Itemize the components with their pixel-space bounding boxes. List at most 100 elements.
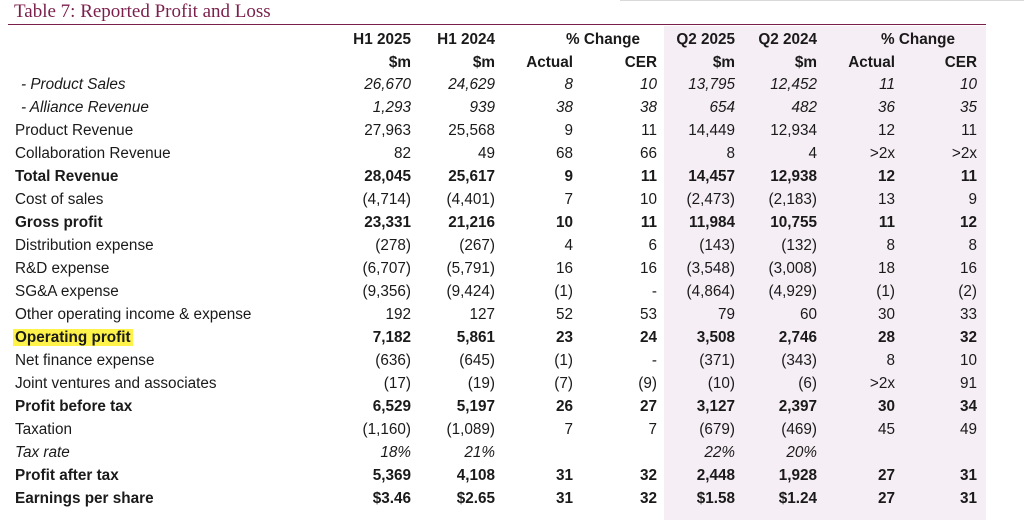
table-row: Distribution expense (278) (267) 4 6 (14… xyxy=(8,234,986,257)
header-h1-2025: H1 2025 xyxy=(353,31,411,48)
cell-q2-cer: 49 xyxy=(959,421,977,438)
cell-q2-2024: (3,008) xyxy=(768,260,817,277)
cell-h1-actual: (7) xyxy=(554,375,573,392)
row-label: Distribution expense xyxy=(15,237,154,254)
cell-h1-actual: 9 xyxy=(564,122,573,139)
cell-q2-2024: 1,928 xyxy=(778,467,817,484)
cell-h1-2024: 939 xyxy=(469,99,495,116)
row-label: Earnings per share xyxy=(15,490,154,507)
cell-h1-2024: 5,197 xyxy=(456,398,495,415)
cell-q2-2024: $1.24 xyxy=(778,490,817,507)
cell-q2-actual: (1) xyxy=(876,283,895,300)
row-label: Profit before tax xyxy=(15,398,133,415)
cell-q2-cer: 11 xyxy=(960,168,977,185)
cell-q2-actual: 13 xyxy=(877,191,895,208)
cell-q2-actual xyxy=(833,441,895,464)
cell-q2-actual: 36 xyxy=(877,99,895,116)
cell-q2-2024: (4,929) xyxy=(768,283,817,300)
cell-q2-2024: 482 xyxy=(791,99,817,116)
cell-h1-actual: 4 xyxy=(564,237,573,254)
cell-q2-actual: 30 xyxy=(877,398,895,415)
cell-h1-cer: 11 xyxy=(641,122,657,139)
cell-h1-2024: 24,629 xyxy=(448,76,495,93)
row-label: Profit after tax xyxy=(15,467,119,484)
cell-h1-2025: 82 xyxy=(393,145,411,162)
cell-h1-cer: 6 xyxy=(648,237,657,254)
table-row: - Product Sales 26,670 24,629 8 10 13,79… xyxy=(8,73,986,96)
cell-h1-cer: 27 xyxy=(639,398,657,415)
cell-h1-actual: 9 xyxy=(564,168,573,185)
row-label: Joint ventures and associates xyxy=(15,375,217,392)
cell-h1-actual: 31 xyxy=(555,467,573,484)
header-unit-q2-2024: $m xyxy=(794,54,817,71)
cell-q2-2025: 22% xyxy=(704,444,735,461)
table-row: Cost of sales (4,714) (4,401) 7 10 (2,47… xyxy=(8,188,986,211)
cell-h1-2025: (1,160) xyxy=(362,421,411,438)
cell-h1-cer: 53 xyxy=(639,306,657,323)
cell-q2-2025: 14,457 xyxy=(688,168,735,185)
cell-q2-2024: 10,755 xyxy=(770,214,817,231)
cell-q2-actual: 11 xyxy=(878,214,895,231)
cell-h1-2024: (4,401) xyxy=(446,191,495,208)
cell-q2-2025: 14,449 xyxy=(688,122,735,139)
cell-h1-cer: 11 xyxy=(640,214,657,231)
cell-q2-2025: 3,127 xyxy=(696,398,735,415)
cell-h1-actual: 31 xyxy=(555,490,573,507)
cell-q2-2025: $1.58 xyxy=(696,490,735,507)
cell-q2-actual: >2x xyxy=(869,145,895,162)
row-label-highlighted: Operating profit xyxy=(13,326,133,349)
cell-q2-cer: 11 xyxy=(961,122,977,139)
row-label: Total Revenue xyxy=(15,168,119,185)
cell-q2-2025: 13,795 xyxy=(688,76,735,93)
cell-q2-cer: 12 xyxy=(959,214,977,231)
cell-h1-2025: 26,670 xyxy=(364,76,411,93)
cell-q2-2025: 2,448 xyxy=(696,467,735,484)
cell-h1-actual xyxy=(513,441,573,464)
cell-h1-2025: 23,331 xyxy=(364,214,411,231)
cell-h1-2025: (4,714) xyxy=(362,191,411,208)
cell-q2-cer: 35 xyxy=(959,99,977,116)
cell-h1-actual: 52 xyxy=(555,306,573,323)
cell-q2-actual: 28 xyxy=(877,329,895,346)
cell-h1-2024: 127 xyxy=(469,306,495,323)
row-label: Tax rate xyxy=(15,444,70,461)
cell-q2-2024: 2,746 xyxy=(778,329,817,346)
table-row: Tax rate 18% 21% 22% 20% xyxy=(8,441,986,464)
cell-q2-cer: 91 xyxy=(959,375,977,392)
cell-q2-cer: 32 xyxy=(959,329,977,346)
cell-h1-2024: $2.65 xyxy=(456,490,495,507)
row-label: R&D expense xyxy=(15,260,110,277)
cell-h1-actual: 7 xyxy=(564,421,573,438)
cell-q2-actual: 45 xyxy=(877,421,895,438)
cell-q2-2025: 11,984 xyxy=(689,214,735,231)
cell-h1-actual: (1) xyxy=(554,352,573,369)
cell-q2-cer: 9 xyxy=(968,191,977,208)
header-q2-actual: Actual xyxy=(848,54,895,71)
cell-h1-2025: 5,369 xyxy=(372,467,411,484)
table-row: Profit after tax 5,369 4,108 31 32 2,448… xyxy=(8,464,986,487)
header-unit-q2-2025: $m xyxy=(712,54,735,71)
header-h1-2024: H1 2024 xyxy=(437,31,495,48)
cell-h1-cer: 10 xyxy=(639,191,657,208)
header-h1-cer: CER xyxy=(624,54,657,71)
cell-q2-cer: 10 xyxy=(959,76,977,93)
cell-q2-cer: >2x xyxy=(951,145,977,162)
cell-q2-2025: (143) xyxy=(699,237,735,254)
cell-q2-actual: 8 xyxy=(886,352,895,369)
table-title: Table 7: Reported Profit and Loss xyxy=(14,1,271,22)
cell-q2-cer: 10 xyxy=(959,352,977,369)
cell-q2-2024: (6) xyxy=(798,375,817,392)
cell-h1-2024: 4,108 xyxy=(456,467,495,484)
table-row: Collaboration Revenue 82 49 68 66 8 4 >2… xyxy=(8,142,986,165)
cell-h1-cer: - xyxy=(651,283,657,300)
cell-q2-actual: 12 xyxy=(877,122,895,139)
cell-h1-2024: (645) xyxy=(459,352,495,369)
row-label: - Product Sales xyxy=(21,76,126,93)
row-label: Collaboration Revenue xyxy=(15,145,171,162)
row-label: SG&A expense xyxy=(15,283,119,300)
row-label: Net finance expense xyxy=(15,352,155,369)
cell-h1-cer: 10 xyxy=(639,76,657,93)
title-divider xyxy=(8,24,986,25)
table-row: SG&A expense (9,356) (9,424) (1) - (4,86… xyxy=(8,280,986,303)
cell-q2-cer: 34 xyxy=(959,398,977,415)
